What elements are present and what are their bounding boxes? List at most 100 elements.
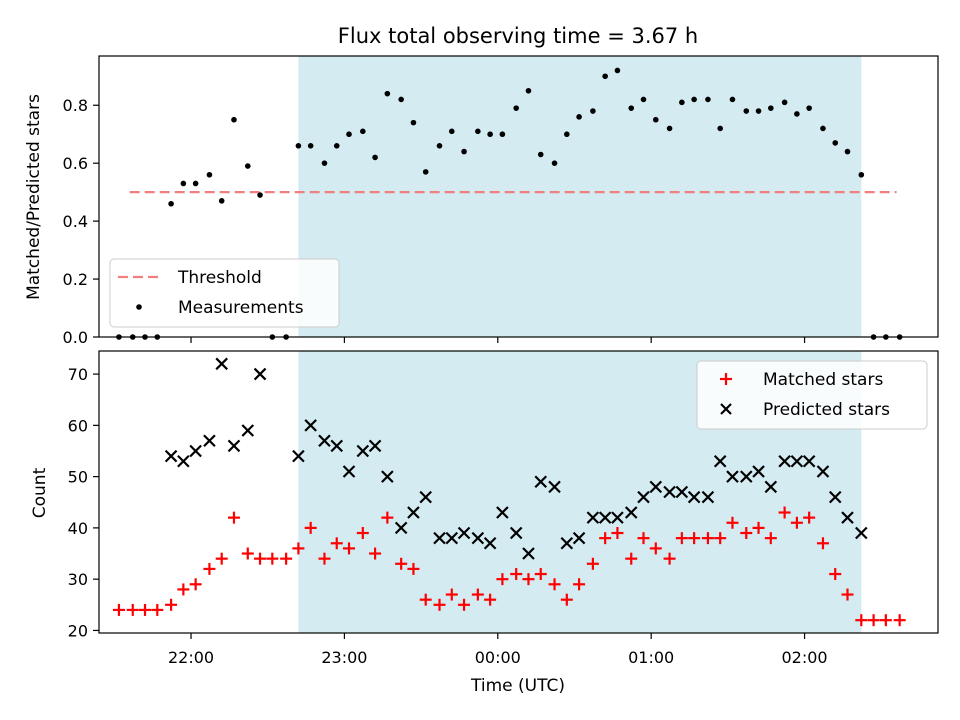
measurement-point xyxy=(729,96,736,103)
predicted-star-point xyxy=(663,485,676,499)
matched-star-point xyxy=(649,542,662,555)
bottom-y-axis-label: Count xyxy=(30,467,50,518)
predicted-star-point xyxy=(483,536,497,550)
predicted-star-point xyxy=(572,531,586,545)
top-y-tick-label: 0.0 xyxy=(63,328,88,347)
predicted-star-point xyxy=(318,434,331,448)
matched-star-point xyxy=(203,562,216,575)
measurement-point xyxy=(537,151,544,158)
bottom-y-tick-label: 30 xyxy=(68,570,88,589)
measurement-point xyxy=(410,119,417,126)
matched-star-point xyxy=(304,521,317,534)
predicted-star-point xyxy=(598,511,612,524)
matched-star-point xyxy=(841,588,854,601)
predicted-star-point xyxy=(407,506,420,519)
measurement-point xyxy=(372,154,378,161)
measurement-point xyxy=(360,128,366,135)
top-y-ticks: 0.0 0.2 0.4 0.6 0.8 xyxy=(63,96,99,347)
top-legend: Threshold Measurements xyxy=(109,258,340,328)
measurement-point xyxy=(705,96,711,103)
predicted-star-point xyxy=(548,480,561,494)
predicted-star-point xyxy=(189,444,202,458)
matched-star-point xyxy=(189,578,202,591)
matched-star-point xyxy=(829,568,842,581)
x-tick-label: 23:00 xyxy=(321,648,367,667)
x-tick-label: 02:00 xyxy=(782,648,828,667)
matched-star-point xyxy=(688,532,701,545)
matched-star-point xyxy=(714,532,727,545)
legend-threshold-label: Threshold xyxy=(177,268,262,288)
measurement-point xyxy=(257,192,263,198)
predicted-star-point xyxy=(675,485,689,499)
predicted-star-point xyxy=(713,454,727,468)
predicted-star-point xyxy=(611,511,624,524)
matched-star-point xyxy=(433,598,446,611)
predicted-star-point xyxy=(586,511,600,524)
measurement-point xyxy=(346,131,352,138)
bottom-panel: 20 30 40 50 60 70 22:00 23:00 00:00 01:00 02:00 M… xyxy=(30,350,939,696)
matched-star-point xyxy=(893,614,906,627)
bottom-y-tick-label: 60 xyxy=(68,416,88,435)
bottom-x-ticks: 22:00 23:00 00:00 01:00 02:00 xyxy=(168,633,828,667)
matched-star-point xyxy=(112,603,125,616)
matched-star-point xyxy=(752,521,765,534)
x-tick-label: 01:00 xyxy=(628,648,674,667)
predicted-star-point xyxy=(522,547,535,560)
predicted-star-point xyxy=(841,511,854,524)
predicted-star-point xyxy=(433,531,446,545)
matched-star-point xyxy=(458,598,471,611)
predicted-star-point xyxy=(368,439,382,453)
matched-star-point xyxy=(701,532,714,545)
matched-star-point xyxy=(407,562,420,575)
matched-star-point xyxy=(496,573,509,586)
matched-star-point xyxy=(227,511,240,524)
predicted-star-point xyxy=(790,454,804,468)
measurement-point xyxy=(180,180,187,187)
matched-star-point xyxy=(548,578,561,591)
measurement-point xyxy=(794,111,800,117)
bottom-y-tick-label: 20 xyxy=(68,621,88,640)
measurement-point xyxy=(307,143,314,149)
measurement-point xyxy=(691,96,697,103)
predicted-star-point xyxy=(253,367,267,381)
matched-star-point xyxy=(778,506,791,519)
matched-star-point xyxy=(573,578,586,591)
measurement-point xyxy=(768,105,774,111)
measurement-point xyxy=(551,160,558,166)
measurement-point xyxy=(717,125,723,132)
predicted-star-point xyxy=(687,490,701,504)
predicted-star-point xyxy=(509,526,523,540)
predicted-star-point xyxy=(419,490,432,504)
measurement-point xyxy=(755,108,762,114)
matched-star-point xyxy=(330,537,343,550)
predicted-star-point xyxy=(342,465,356,478)
matched-star-point xyxy=(855,614,868,627)
legend-measurements-label: Measurements xyxy=(178,298,304,318)
matched-star-point xyxy=(445,588,458,601)
predicted-star-point xyxy=(764,480,778,494)
predicted-star-point xyxy=(828,490,842,504)
matched-star-point xyxy=(879,614,892,627)
matched-star-point xyxy=(611,527,624,540)
legend-predicted-label: Predicted stars xyxy=(763,400,890,420)
matched-star-point xyxy=(522,573,535,586)
measurement-point xyxy=(321,160,328,166)
chart-title: Flux total observing time = 3.67 h xyxy=(338,24,698,48)
predicted-star-point xyxy=(802,454,816,468)
measurement-point xyxy=(218,198,225,204)
predicted-star-point xyxy=(241,424,255,437)
matched-star-point xyxy=(126,603,139,616)
bottom-legend: Matched stars Predicted stars xyxy=(696,360,928,430)
predicted-star-point xyxy=(701,490,715,504)
matched-star-point xyxy=(790,516,803,529)
measurement-point xyxy=(628,105,635,111)
matched-star-point xyxy=(165,598,178,611)
top-y-axis-label: Matched/Predicted stars xyxy=(24,94,44,300)
predicted-star-point xyxy=(177,454,190,468)
legend-matched-label: Matched stars xyxy=(763,370,883,390)
measurement-point xyxy=(295,143,302,149)
count-points xyxy=(112,357,906,627)
measurement-point xyxy=(168,200,174,207)
matched-star-point xyxy=(510,568,523,581)
